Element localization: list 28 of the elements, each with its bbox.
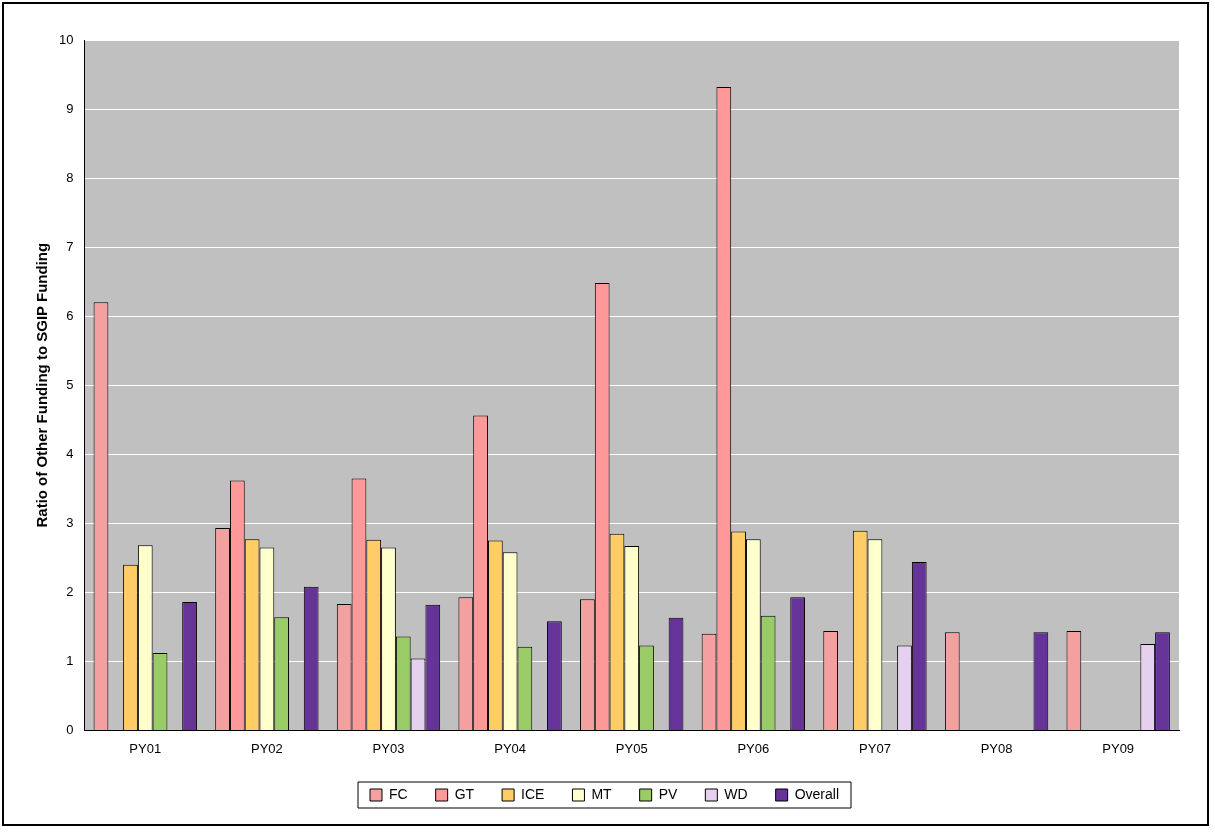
y-tick-label: 6	[66, 307, 74, 323]
legend-label: PV	[658, 785, 678, 802]
y-tick-label: 7	[66, 238, 74, 254]
legend-label: Overall	[794, 785, 840, 802]
x-tick-label: PY03	[372, 740, 405, 756]
x-tick-label: PY02	[250, 740, 283, 756]
x-tick-label: PY04	[494, 740, 527, 756]
x-tick-label: PY08	[980, 740, 1013, 756]
y-tick-label: 1	[66, 652, 74, 668]
y-axis-title: Ratio of Other Funding to SGIP Funding	[33, 242, 51, 528]
y-tick-label: 10	[58, 31, 74, 47]
x-tick-label: PY06	[737, 740, 770, 756]
y-tick-label: 8	[66, 169, 74, 185]
legend-label: ICE	[521, 785, 545, 802]
legend-label: GT	[454, 785, 475, 802]
y-tick-label: 5	[66, 376, 74, 392]
x-tick-label: PY09	[1102, 740, 1135, 756]
y-tick-label: 4	[66, 445, 74, 461]
y-tick-label: 0	[66, 721, 74, 737]
y-tick-label: 2	[66, 583, 74, 599]
legend-label: WD	[724, 785, 748, 802]
x-tick-label: PY07	[859, 740, 891, 756]
y-tick-label: 3	[66, 514, 74, 530]
y-tick-label: 9	[66, 100, 74, 116]
legend-label: MT	[591, 785, 613, 802]
legend-label: FC	[389, 785, 408, 802]
x-tick-label: PY05	[615, 740, 648, 756]
x-tick-label: PY01	[129, 740, 162, 756]
